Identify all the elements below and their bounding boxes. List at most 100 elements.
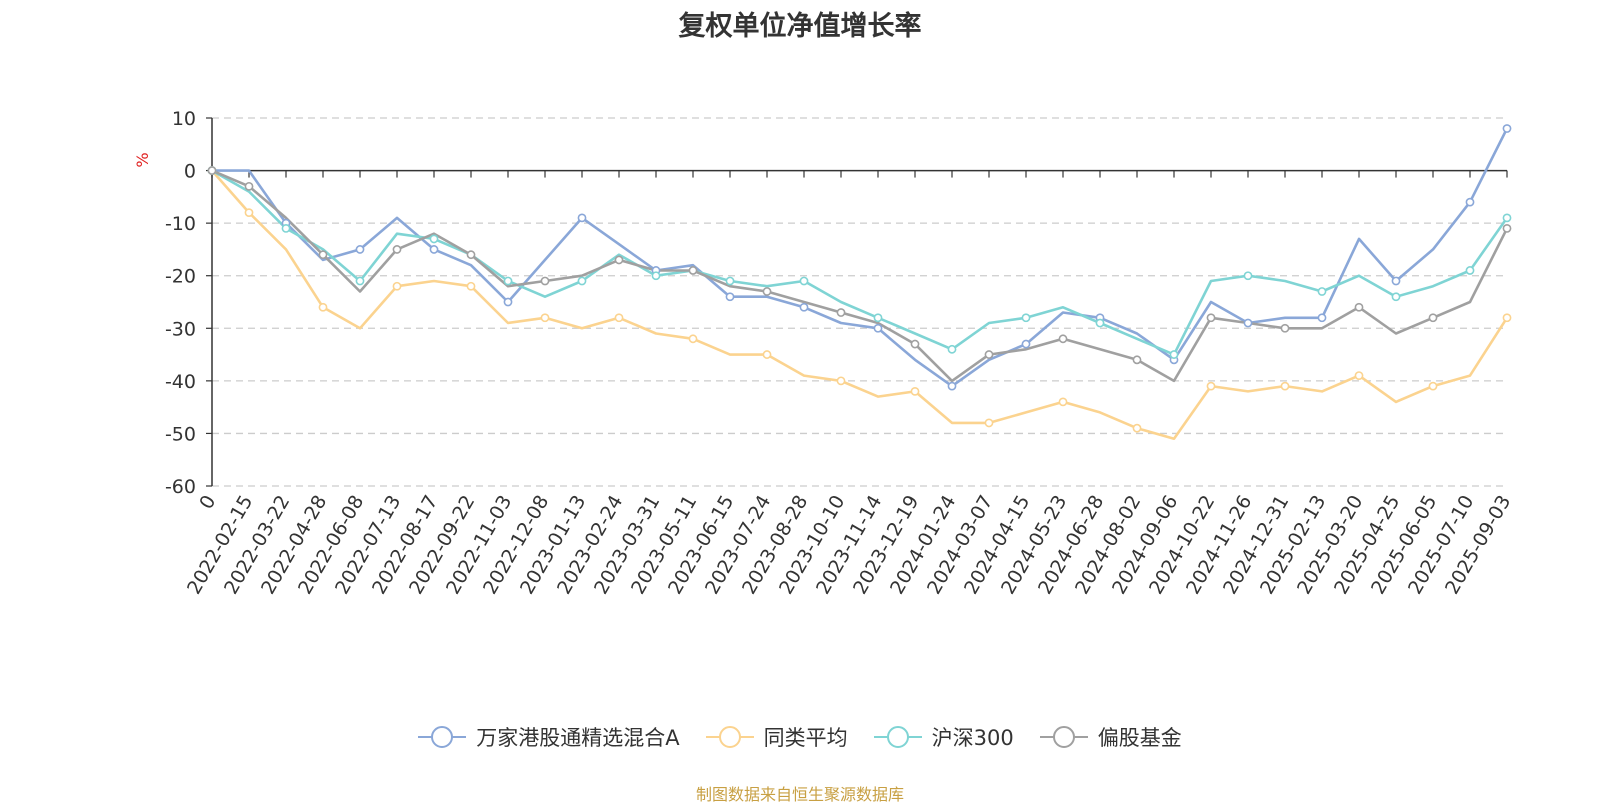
- series-point: [1280, 323, 1290, 333]
- y-tick-label: -20: [165, 266, 196, 288]
- legend-item[interactable]: 沪深300: [873, 722, 1014, 752]
- y-tick-label: -40: [165, 371, 196, 393]
- series-point: [540, 276, 550, 286]
- y-axis-ticks: 10 0 -10 -20 -30 -40 -50 -60%: [133, 108, 212, 498]
- series-point: [355, 245, 365, 254]
- y-tick-label: 0: [184, 161, 196, 183]
- series-point: [799, 302, 809, 312]
- series-point: [466, 281, 476, 291]
- series-point: [688, 334, 698, 344]
- y-tick-label: -50: [165, 423, 196, 445]
- series-point: [873, 323, 883, 333]
- legend: 万家港股通精选混合A 同类平均 沪深300 偏股基金: [0, 722, 1600, 752]
- y-tick-label: -10: [165, 213, 196, 235]
- series-point: [762, 350, 772, 359]
- series-point: [725, 276, 735, 286]
- series-point: [1428, 313, 1438, 323]
- series-point: [1280, 381, 1290, 391]
- series-point: [1132, 355, 1142, 365]
- series-point: [466, 250, 476, 260]
- legend-marker-icon: [418, 726, 467, 748]
- series-point: [392, 281, 402, 291]
- series-markers: [207, 124, 1512, 433]
- series-point: [836, 308, 846, 317]
- series-point: [281, 223, 291, 233]
- series-point: [1243, 271, 1253, 281]
- series-point: [651, 271, 661, 281]
- series-point: [1206, 381, 1216, 391]
- series-point: [244, 208, 254, 218]
- series-point: [1502, 124, 1512, 133]
- legend-marker-icon: [705, 726, 754, 748]
- series-point: [1095, 318, 1105, 328]
- series-point: [244, 181, 254, 191]
- series-point: [873, 313, 883, 323]
- legend-item[interactable]: 同类平均: [705, 722, 848, 752]
- y-axis-unit: %: [133, 152, 152, 167]
- series-point: [429, 234, 439, 244]
- series-point: [1206, 313, 1216, 323]
- series-point: [1354, 302, 1364, 312]
- series-point: [577, 276, 587, 286]
- series-point: [799, 276, 809, 286]
- y-tick-label: -30: [165, 318, 196, 340]
- series-point: [318, 302, 328, 312]
- legend-marker-icon: [1039, 726, 1088, 748]
- axes: [211, 118, 1507, 486]
- series-point: [355, 276, 365, 286]
- series-point: [1021, 339, 1031, 349]
- series-line: [211, 169, 1509, 440]
- series-point: [947, 381, 957, 391]
- series-point: [1058, 397, 1068, 407]
- y-tick-label: 10: [172, 108, 196, 130]
- legend-marker-icon: [873, 726, 922, 748]
- series-point: [1317, 287, 1327, 296]
- series-point: [318, 250, 328, 260]
- series-point: [1317, 313, 1327, 323]
- series-point: [429, 245, 439, 254]
- series-point: [503, 276, 513, 286]
- series-point: [577, 213, 587, 223]
- series-point: [614, 255, 624, 265]
- series-point: [1428, 381, 1438, 391]
- series-point: [1465, 197, 1475, 207]
- series-point: [725, 292, 735, 302]
- series-point: [1132, 423, 1142, 433]
- series-point: [1502, 223, 1512, 233]
- series-point: [688, 266, 698, 275]
- series-point: [1391, 292, 1401, 302]
- series-point: [1465, 266, 1475, 275]
- series-point: [836, 376, 846, 386]
- series-point: [1502, 213, 1512, 223]
- series-point: [910, 386, 920, 396]
- legend-label: 沪深300: [931, 726, 1014, 750]
- legend-label: 同类平均: [763, 726, 848, 750]
- legend-item[interactable]: 万家港股通精选混合A: [418, 722, 680, 752]
- series-point: [503, 297, 513, 307]
- series-point: [984, 350, 994, 359]
- source-note: 制图数据来自恒生聚源数据库: [695, 785, 904, 804]
- series-line: [211, 169, 1509, 356]
- series-point: [984, 418, 994, 428]
- series-point: [1243, 318, 1253, 328]
- series-point: [947, 344, 957, 354]
- grid-lines: [212, 117, 1507, 487]
- series-point: [1391, 276, 1401, 286]
- chart-title: 复权单位净值增长率: [678, 11, 922, 42]
- series-point: [1058, 334, 1068, 344]
- series-point: [392, 245, 402, 254]
- legend-item[interactable]: 偏股基金: [1039, 722, 1182, 752]
- series-point: [1021, 313, 1031, 323]
- legend-label: 偏股基金: [1097, 726, 1182, 750]
- series-point: [762, 287, 772, 296]
- series-point: [910, 339, 920, 349]
- x-tick-label: 0: [195, 492, 220, 513]
- series-line: [211, 169, 1509, 383]
- series-lines: [211, 127, 1509, 440]
- series-point: [1354, 371, 1364, 380]
- series-point: [1169, 350, 1179, 359]
- series-line: [212, 127, 1509, 388]
- y-tick-label: -60: [165, 476, 196, 498]
- series-point: [207, 166, 217, 175]
